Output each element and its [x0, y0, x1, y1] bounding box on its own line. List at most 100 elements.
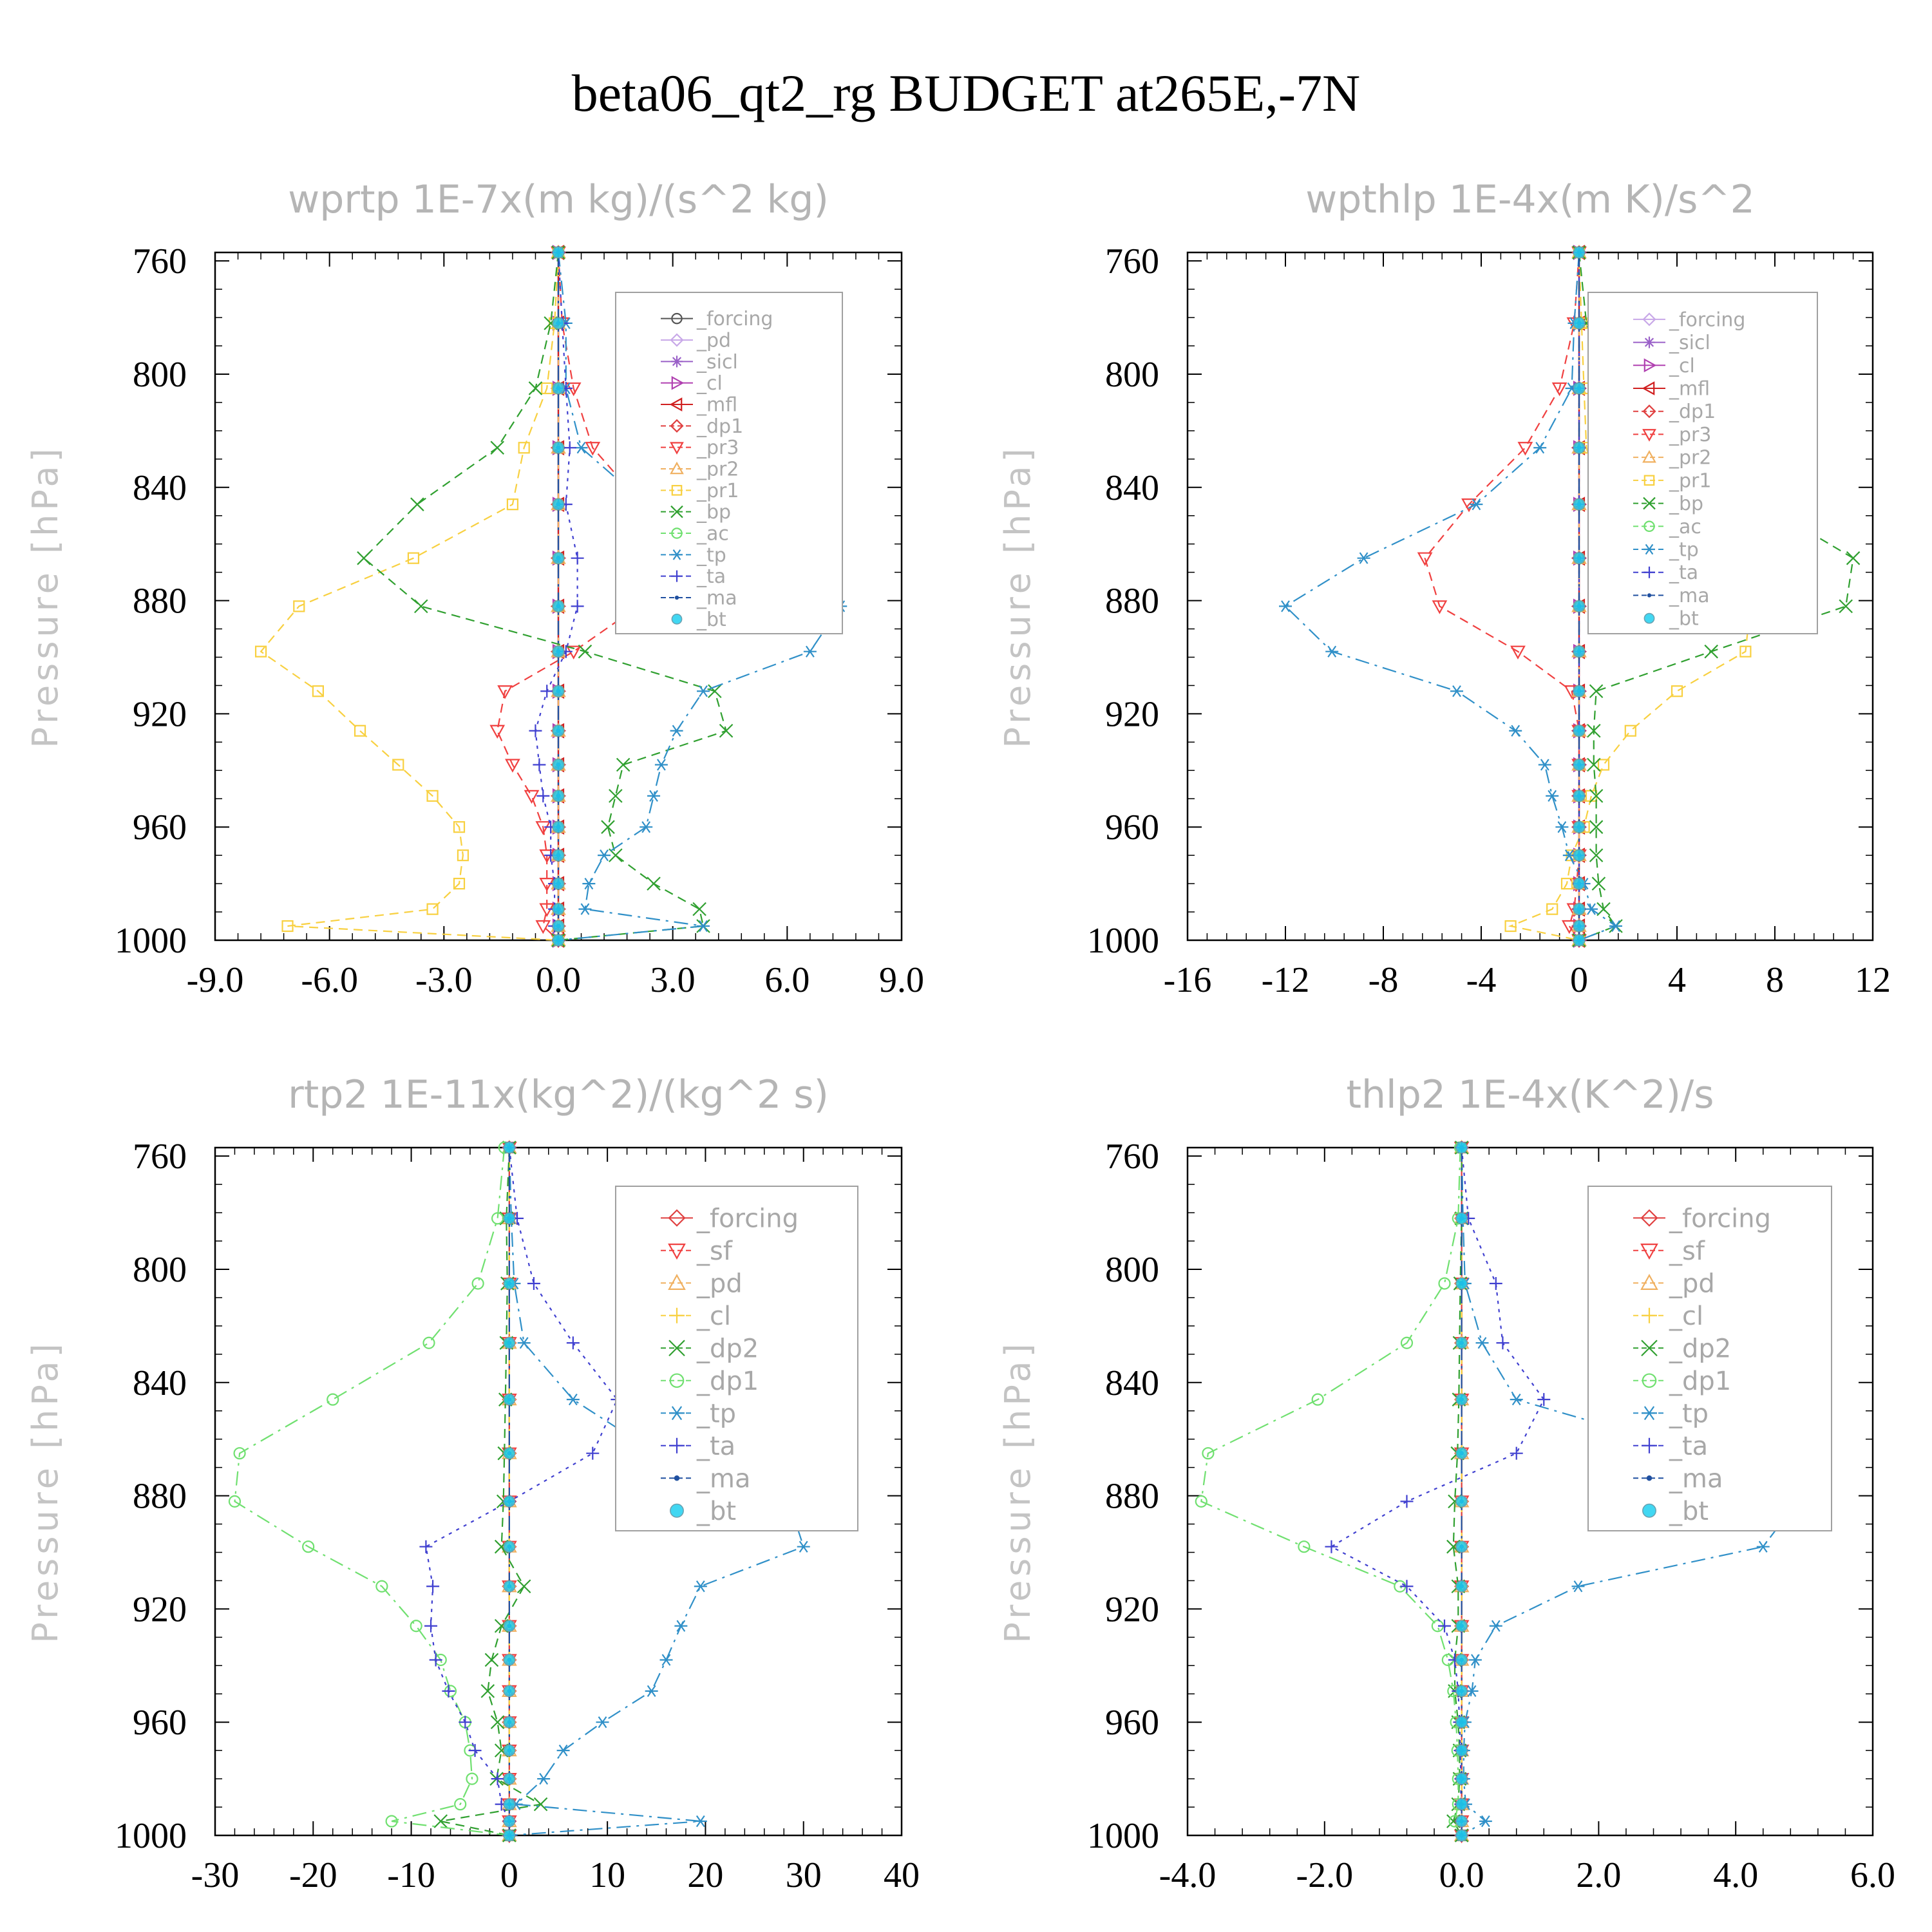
- data-point: [552, 820, 565, 833]
- data-point: [566, 1394, 580, 1406]
- data-point: [506, 498, 519, 511]
- data-point: [1573, 903, 1586, 915]
- data-point: [517, 1337, 531, 1349]
- legend-label: _pr3: [1669, 424, 1711, 446]
- data-point: [670, 724, 683, 737]
- data-point: [503, 1495, 516, 1508]
- data-point: [1400, 1580, 1414, 1593]
- series-ta: [419, 1141, 624, 1842]
- legend-entry: _ta: [1633, 1432, 1708, 1461]
- data-point: [1533, 442, 1547, 454]
- legend-marker: [1643, 544, 1655, 555]
- legend-label: _ma: [696, 587, 737, 610]
- legend-entry: _pr3: [661, 437, 739, 459]
- legend-marker: [669, 1406, 685, 1421]
- data-point: [1455, 1277, 1468, 1290]
- series-bt: [503, 1141, 516, 1842]
- legend-entry: _pd: [661, 1269, 743, 1298]
- data-point: [1585, 790, 1598, 802]
- data-point: [537, 1772, 551, 1785]
- legend: _forcing_pd_sicl_cl_mfl_dp1_pr3_pr2_pr1_…: [615, 292, 843, 634]
- legend-marker: [669, 1373, 685, 1388]
- data-point: [480, 1684, 495, 1698]
- data-point: [1546, 903, 1558, 915]
- legend-entry: _pr1: [661, 480, 739, 502]
- data-point: [578, 903, 592, 915]
- data-point: [566, 1336, 580, 1350]
- data-point: [503, 1620, 516, 1633]
- data-point: [327, 1393, 339, 1406]
- data-point: [410, 1620, 422, 1633]
- data-point: [528, 381, 543, 395]
- data-point: [524, 790, 540, 804]
- legend-entry: _dp1: [661, 1367, 759, 1396]
- data-point: [1596, 902, 1611, 916]
- series-bt: [1573, 246, 1586, 947]
- data-point: [1739, 645, 1752, 658]
- data-point: [422, 1336, 435, 1349]
- data-point: [533, 758, 546, 772]
- series-line: [440, 1147, 543, 1837]
- data-point: [426, 790, 439, 802]
- x-tick-label: 0.0: [536, 960, 581, 1000]
- legend-entry: _dp2: [1633, 1334, 1731, 1363]
- legend-entry: _ta: [1633, 562, 1698, 584]
- data-point: [1455, 1772, 1468, 1785]
- panel-title: wpthlp 1E-4x(m K)/s^2: [1305, 177, 1755, 222]
- legend-box: [1587, 292, 1818, 634]
- data-point: [503, 1772, 516, 1785]
- y-tick-label: 800: [133, 1250, 187, 1290]
- plot-frame: [1186, 1146, 1874, 1837]
- legend-entry: _pd: [661, 330, 731, 352]
- legend-marker: [1643, 336, 1655, 348]
- legend-entry: _ta: [661, 565, 726, 588]
- series-line: [1461, 1147, 1799, 1836]
- data-point: [552, 790, 565, 802]
- legend-entry: _forcing: [1633, 308, 1745, 331]
- legend-entry: _ta: [661, 1432, 735, 1461]
- data-point: [1517, 442, 1533, 456]
- legend-label: _dp1: [1669, 401, 1716, 423]
- y-tick-label: 800: [133, 355, 187, 395]
- x-tick-label: -4.0: [1159, 1855, 1217, 1895]
- data-point: [552, 382, 565, 395]
- y-tick-label: 960: [133, 808, 187, 848]
- data-point: [1546, 790, 1559, 802]
- data-point: [424, 1619, 438, 1633]
- legend-entry: _ac: [661, 523, 729, 545]
- y-axis-label: Pressure [hPa]: [25, 444, 66, 748]
- x-tick-label: 4.0: [1713, 1855, 1758, 1895]
- data-point: [466, 1772, 478, 1785]
- data-point: [503, 1580, 516, 1593]
- legend-marker: [1642, 404, 1656, 419]
- x-tick-label: 4: [1668, 960, 1686, 1000]
- legend-label: _cl: [696, 1302, 731, 1331]
- series-bt: [1455, 1141, 1468, 1842]
- legend-entry: _dp2: [661, 1334, 759, 1363]
- data-point: [552, 317, 565, 330]
- series-line: [535, 252, 578, 941]
- data-point: [1455, 1141, 1468, 1154]
- legend-marker: [671, 312, 683, 325]
- data-point: [552, 552, 565, 564]
- legend-label: _bt: [696, 609, 726, 631]
- data-point: [459, 1716, 472, 1729]
- data-point: [586, 1446, 600, 1460]
- legend-label: _pr1: [1669, 469, 1711, 492]
- data-point: [1597, 759, 1610, 771]
- data-point: [1455, 1212, 1468, 1225]
- y-tick-label: 920: [1105, 1589, 1159, 1629]
- legend-label: _tp: [696, 1399, 736, 1428]
- x-tick-label: -6.0: [301, 960, 358, 1000]
- series-line: [234, 1147, 510, 1837]
- data-point: [535, 920, 551, 934]
- x-tick-label: -16: [1164, 960, 1212, 1000]
- series-line: [1200, 1147, 1463, 1836]
- data-point: [1455, 1815, 1468, 1828]
- legend-entry: _cl: [661, 372, 723, 395]
- y-tick-label: 1000: [115, 1816, 187, 1856]
- data-point: [541, 382, 553, 395]
- x-tick-label: 0: [1570, 960, 1588, 1000]
- data-point: [1455, 1716, 1468, 1728]
- x-tick-label: 30: [786, 1855, 822, 1895]
